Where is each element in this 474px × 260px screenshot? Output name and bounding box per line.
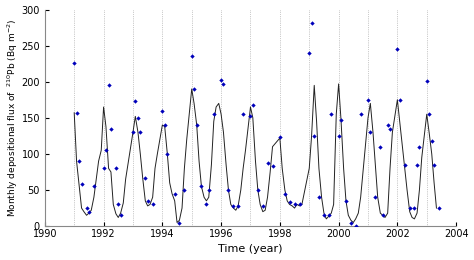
Point	[305, 51, 313, 55]
Point	[428, 139, 436, 143]
Point	[107, 127, 115, 131]
Point	[325, 213, 333, 217]
Point	[225, 188, 232, 192]
Point	[337, 118, 345, 122]
Point	[159, 108, 166, 113]
Point	[425, 112, 433, 116]
Point	[366, 130, 374, 134]
Point	[376, 145, 384, 149]
Point	[335, 134, 342, 138]
X-axis label: Time (year): Time (year)	[218, 244, 283, 255]
Point	[144, 199, 152, 203]
Point	[142, 176, 149, 180]
Point	[276, 135, 283, 139]
Point	[435, 206, 443, 210]
Point	[416, 145, 423, 149]
Point	[78, 182, 85, 186]
Point	[164, 152, 171, 156]
Point	[246, 114, 254, 119]
Point	[193, 123, 201, 127]
Point	[281, 192, 289, 196]
Point	[291, 202, 298, 206]
Point	[259, 204, 266, 208]
Point	[219, 82, 227, 86]
Point	[423, 79, 430, 83]
Point	[161, 123, 168, 127]
Point	[210, 112, 218, 116]
Point	[315, 195, 323, 199]
Y-axis label: Monthly depositional flux of  $^{210}$Pb (Bq m$^{-2}$): Monthly depositional flux of $^{210}$Pb …	[6, 19, 20, 217]
Point	[188, 54, 195, 58]
Point	[430, 163, 438, 167]
Point	[357, 112, 365, 116]
Point	[352, 224, 359, 228]
Point	[198, 184, 205, 188]
Point	[264, 161, 271, 165]
Point	[202, 202, 210, 206]
Point	[105, 82, 112, 87]
Point	[393, 47, 401, 51]
Point	[310, 134, 318, 138]
Point	[181, 188, 188, 192]
Point	[131, 99, 139, 103]
Point	[296, 202, 303, 206]
Point	[401, 163, 409, 167]
Point	[406, 206, 413, 210]
Point	[413, 163, 421, 167]
Point	[239, 112, 247, 116]
Point	[269, 164, 276, 168]
Point	[190, 87, 198, 91]
Point	[137, 130, 144, 134]
Point	[149, 202, 156, 206]
Point	[372, 195, 379, 199]
Point	[71, 61, 78, 65]
Point	[254, 188, 262, 192]
Point	[396, 98, 403, 102]
Point	[73, 111, 81, 115]
Point	[129, 130, 137, 134]
Point	[102, 148, 109, 152]
Point	[112, 166, 120, 171]
Point	[205, 188, 212, 192]
Point	[410, 206, 418, 210]
Point	[83, 206, 91, 210]
Point	[115, 202, 122, 206]
Point	[308, 21, 315, 25]
Point	[217, 77, 225, 82]
Point	[75, 159, 83, 163]
Point	[347, 220, 355, 225]
Point	[384, 123, 392, 127]
Point	[386, 127, 394, 131]
Point	[229, 204, 237, 208]
Point	[117, 213, 124, 217]
Point	[320, 213, 328, 217]
Point	[286, 200, 293, 204]
Point	[342, 199, 350, 203]
Point	[249, 103, 256, 107]
Point	[234, 204, 242, 208]
Point	[171, 192, 179, 196]
Point	[364, 98, 372, 102]
Point	[379, 213, 386, 217]
Point	[100, 166, 108, 171]
Point	[175, 220, 183, 225]
Point	[134, 116, 142, 120]
Point	[90, 184, 98, 188]
Point	[85, 210, 93, 214]
Point	[328, 112, 335, 116]
